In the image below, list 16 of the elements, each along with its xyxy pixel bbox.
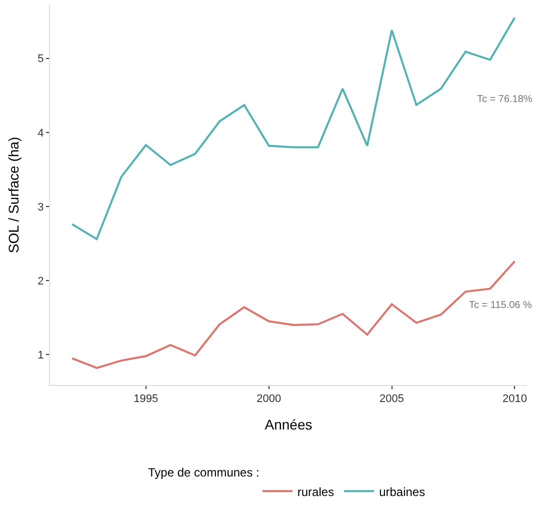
legend-title: Type de communes : [148, 466, 260, 480]
legend-label: urbaines [379, 484, 426, 499]
x-tick-label: 2000 [256, 393, 282, 406]
legend-label: rurales [297, 484, 334, 499]
x-tick-label: 2005 [380, 393, 404, 406]
annotation: Tc = 76.18% [477, 94, 532, 105]
y-tick-label: 2 [38, 275, 44, 288]
y-tick-label: 1 [38, 349, 44, 362]
y-tick-label: 3 [38, 201, 44, 214]
annotation: Tc = 115.06 % [469, 300, 532, 311]
y-tick-label: 5 [38, 53, 44, 66]
x-axis-title: Années [264, 416, 312, 432]
y-axis-title: SOL / Surface (ha) [5, 136, 22, 254]
x-tick-label: 2010 [502, 393, 527, 406]
y-tick-label: 4 [38, 127, 44, 140]
x-tick-label: 1995 [134, 393, 158, 406]
